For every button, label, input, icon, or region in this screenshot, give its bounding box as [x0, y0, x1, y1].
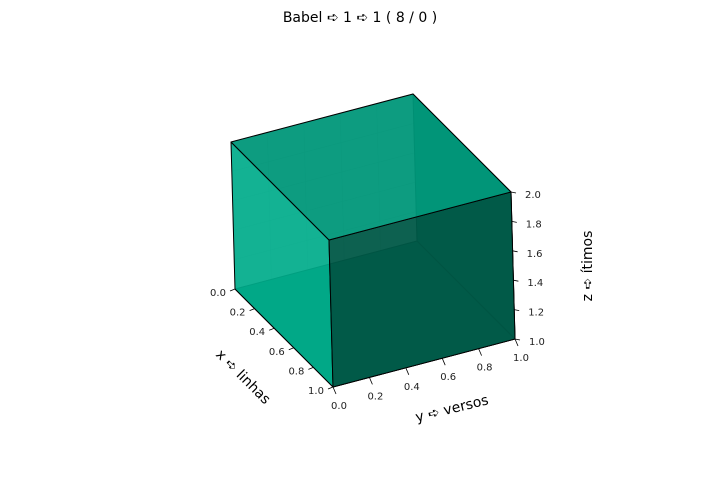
y-tick-label: 0.0 — [331, 401, 347, 412]
y-tick — [333, 387, 336, 394]
y-tick-label: 0.4 — [404, 382, 420, 393]
x-tick-label: 1.0 — [308, 386, 324, 397]
y-tick — [515, 339, 518, 346]
x-tick-label: 0.6 — [269, 347, 285, 358]
x-tick — [289, 348, 294, 350]
y-tick-label: 0.6 — [440, 372, 456, 383]
chart-title: Babel ➪ 1 ➪ 1 ( 8 / 0 ) — [283, 10, 437, 26]
z-tick-label: 2.0 — [525, 190, 541, 201]
y-tick — [442, 358, 445, 365]
y-tick-label: 0.2 — [367, 391, 383, 402]
z-tick-label: 1.0 — [529, 337, 545, 348]
x-tick-label: 0.2 — [230, 308, 246, 319]
z-tick — [511, 192, 516, 193]
y-tick — [406, 368, 409, 375]
x-tick-label: 0.0 — [210, 288, 226, 299]
y-axis-label: y ➪ versos — [414, 392, 490, 426]
z-tick — [513, 280, 518, 281]
x-tick — [269, 328, 274, 330]
z-tick-label: 1.8 — [526, 219, 542, 230]
z-axis-label: z ➪ ítimos — [580, 231, 596, 302]
y-tick-label: 1.0 — [513, 353, 529, 364]
x-tick — [328, 387, 333, 389]
z-tick-label: 1.6 — [527, 249, 543, 260]
z-tick — [513, 251, 518, 252]
z-tick-label: 1.2 — [528, 308, 544, 319]
x-tick — [308, 367, 313, 369]
z-tick — [512, 221, 517, 222]
bars — [231, 94, 515, 387]
x-tick-label: 0.4 — [249, 327, 265, 338]
y-tick — [369, 377, 372, 384]
y-tick-label: 0.8 — [477, 363, 493, 374]
y-tick — [479, 349, 482, 356]
z-tick — [514, 310, 519, 311]
x-axis-label: x ➪ linhas — [212, 347, 273, 408]
x-tick — [230, 289, 235, 291]
x-tick — [250, 309, 255, 311]
z-tick-label: 1.4 — [527, 278, 543, 289]
x-tick-label: 0.8 — [288, 366, 304, 377]
